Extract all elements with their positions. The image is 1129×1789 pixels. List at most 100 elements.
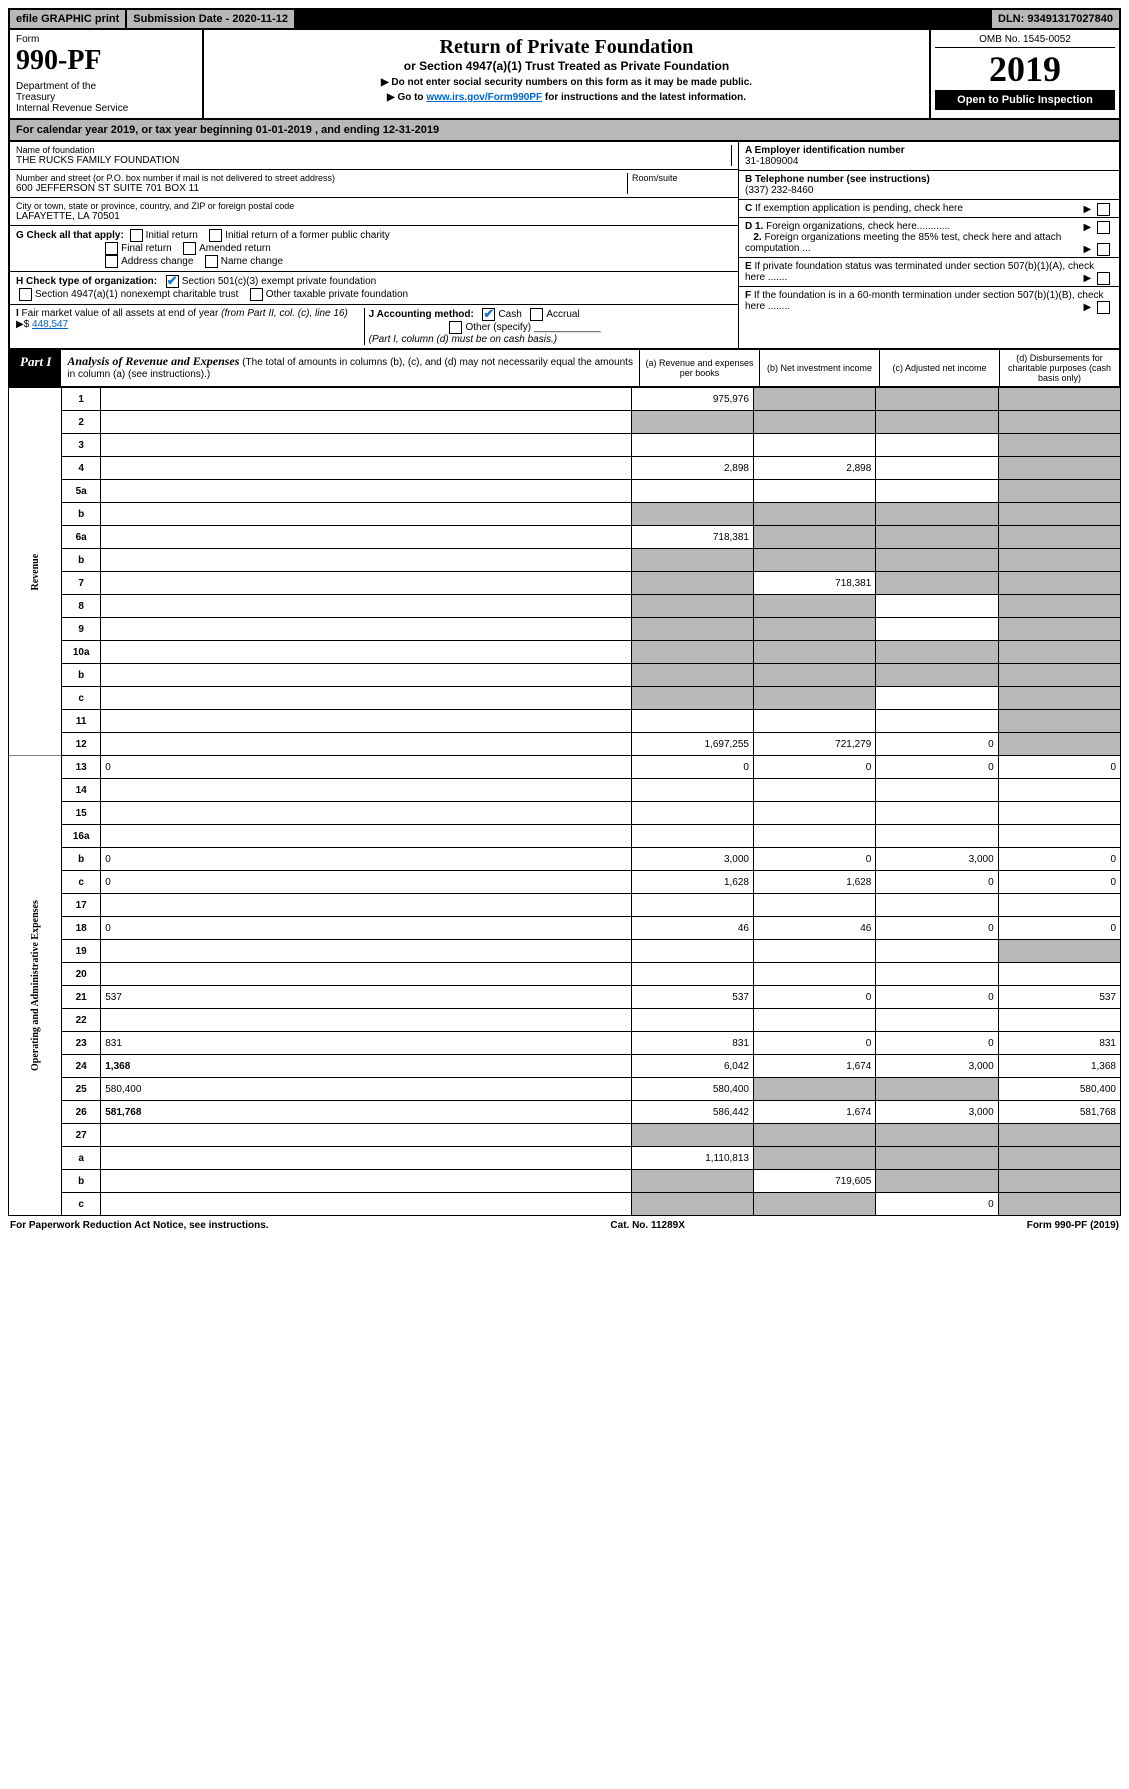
line-description: 1,368 [101,1055,631,1078]
checkbox-d2[interactable] [1097,243,1110,256]
cell-b [753,940,875,963]
col-head-a: (a) Revenue and expenses per books [640,350,760,386]
checkbox-initial-return[interactable] [130,229,143,242]
footer-right: Form 990-PF (2019) [1027,1220,1119,1231]
cell-d [998,411,1120,434]
omb-number: OMB No. 1545-0052 [935,34,1115,48]
cell-b [753,526,875,549]
cell-a [631,687,753,710]
cell-c [876,572,998,595]
cell-d [998,434,1120,457]
cell-a: 537 [631,986,753,1009]
checkbox-501c3[interactable] [166,275,179,288]
cell-a: 1,697,255 [631,733,753,756]
instructions-link[interactable]: www.irs.gov/Form990PF [426,92,542,103]
cell-c [876,618,998,641]
line-number: 11 [62,710,101,733]
line-description [101,1170,631,1193]
checkbox-other-taxable[interactable] [250,288,263,301]
part1-title-cell: Analysis of Revenue and Expenses (The to… [61,350,640,386]
col-head-b: (b) Net investment income [760,350,880,386]
topbar-spacer [296,10,992,28]
line-description [101,1147,631,1170]
line-description [101,1193,631,1216]
part1-label: Part I [10,350,61,386]
line-description: 0 [101,848,631,871]
checkbox-f[interactable] [1097,301,1110,314]
line-description [101,411,631,434]
table-row: 180464600 [9,917,1121,940]
table-row: 26581,768586,4421,6743,000581,768 [9,1101,1121,1124]
checkbox-final-return[interactable] [105,242,118,255]
cell-c [876,710,998,733]
street-address-row: Number and street (or P.O. box number if… [10,170,738,198]
table-row: 17 [9,894,1121,917]
cell-d: 0 [998,917,1120,940]
street-address: 600 JEFFERSON ST SUITE 701 BOX 11 [16,183,623,194]
line-description [101,779,631,802]
cell-a: 2,898 [631,457,753,480]
checkbox-address-change[interactable] [105,255,118,268]
part1-header: Part I Analysis of Revenue and Expenses … [8,350,1121,388]
phone-value: (337) 232-8460 [745,185,1113,196]
line-description [101,733,631,756]
cell-a [631,894,753,917]
line-number: 21 [62,986,101,1009]
top-bar: efile GRAPHIC print Submission Date - 20… [8,8,1121,30]
table-row: b [9,549,1121,572]
checkbox-other-method[interactable] [449,321,462,334]
cell-a [631,664,753,687]
cell-b [753,802,875,825]
checkbox-amended-return[interactable] [183,242,196,255]
cell-d [998,1124,1120,1147]
line-number: 4 [62,457,101,480]
h-opt-2: Section 4947(a)(1) nonexempt charitable … [35,289,238,300]
line-number: 9 [62,618,101,641]
cell-d: 0 [998,871,1120,894]
line-number: 24 [62,1055,101,1078]
line-description [101,641,631,664]
line-description [101,710,631,733]
line-description [101,388,631,411]
checkbox-c[interactable] [1097,203,1110,216]
city-row: City or town, state or province, country… [10,198,738,226]
cell-c: 3,000 [876,1055,998,1078]
checkbox-cash[interactable] [482,308,495,321]
line-number: c [62,1193,101,1216]
cell-a: 586,442 [631,1101,753,1124]
checkbox-e[interactable] [1097,272,1110,285]
checkbox-d1[interactable] [1097,221,1110,234]
cell-b [753,549,875,572]
cell-c: 0 [876,917,998,940]
checkbox-name-change[interactable] [205,255,218,268]
foundation-name: THE RUCKS FAMILY FOUNDATION [16,155,727,166]
info-left-column: Name of foundation THE RUCKS FAMILY FOUN… [10,142,739,348]
cell-c [876,595,998,618]
cell-c [876,1147,998,1170]
instr2-post: for instructions and the latest informat… [542,92,746,103]
table-row: 20 [9,963,1121,986]
cell-d: 581,768 [998,1101,1120,1124]
section-c: C If exemption application is pending, c… [739,200,1119,218]
cell-b [753,687,875,710]
header-center: Return of Private Foundation or Section … [204,30,929,118]
e-text: If private foundation status was termina… [745,261,1094,283]
line-number: 20 [62,963,101,986]
cell-c [876,503,998,526]
line-number: 7 [62,572,101,595]
table-row: 8 [9,595,1121,618]
checkbox-initial-former[interactable] [209,229,222,242]
room-label: Room/suite [632,173,732,183]
checkbox-accrual[interactable] [530,308,543,321]
cell-a: 718,381 [631,526,753,549]
cell-c: 0 [876,871,998,894]
name-label: Name of foundation [16,145,727,155]
cell-a [631,1170,753,1193]
f-text: If the foundation is in a 60-month termi… [745,290,1104,312]
table-row: 2153753700537 [9,986,1121,1009]
form-header: Form 990-PF Department of theTreasuryInt… [8,30,1121,120]
dln-label: DLN: 93491317027840 [992,10,1119,28]
checkbox-4947a1[interactable] [19,288,32,301]
table-row: 7718,381 [9,572,1121,595]
table-row: 10a [9,641,1121,664]
